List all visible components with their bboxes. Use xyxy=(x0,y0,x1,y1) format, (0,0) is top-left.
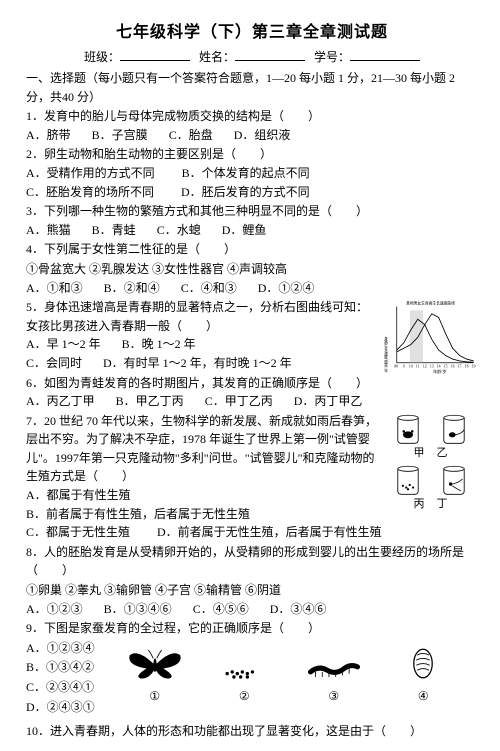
page-title: 七年级科学（下）第三章全章测试题 xyxy=(26,18,478,42)
stage-eggs-icon xyxy=(209,640,279,682)
id-label: 学号： xyxy=(314,50,350,64)
q9-A[interactable]: A．①②③④ xyxy=(26,641,95,655)
chart-series-female xyxy=(397,319,474,362)
q8-choices: ①卵巢 ②睾丸 ③输卵管 ④子宫 ⑤输精管 ⑥阴道 xyxy=(26,581,478,600)
q8-B[interactable]: B．①③④⑥ xyxy=(104,600,172,619)
q2-C[interactable]: C．胚胎发育的场所不同 xyxy=(26,183,154,202)
svg-text:13: 13 xyxy=(430,365,434,369)
svg-text:0: 0 xyxy=(394,365,396,369)
q7-C[interactable]: C．都属于无性生殖 xyxy=(26,523,130,542)
stage-larva-icon xyxy=(299,640,369,682)
stage-pupa-icon xyxy=(388,640,458,682)
chart-xticks: 8 9 10111213141516171819 0 xyxy=(394,365,476,369)
q9-stem: 9．下图是家蚕发育的全过程，它的正确顺序是（ ） xyxy=(26,619,478,638)
jar-jia-icon xyxy=(391,411,425,445)
stage-label-0: ① xyxy=(120,687,190,706)
svg-text:18: 18 xyxy=(465,365,469,369)
jar-label-0: 甲 xyxy=(414,445,425,462)
chart-series-male xyxy=(397,314,474,361)
growth-chart: 某地男女生身高生长速度曲线 身高生长速度/厘米·年 8 9 101112131415… xyxy=(383,299,478,380)
q3-B[interactable]: B．青蛙 xyxy=(92,221,136,240)
chart-shade xyxy=(410,310,423,363)
q6-D[interactable]: D．丙丁甲乙 xyxy=(294,392,363,411)
q6-C[interactable]: C．甲丁乙丙 xyxy=(205,392,273,411)
chart-ylabel: 身高生长速度/厘米·年 xyxy=(383,336,388,373)
q2-B[interactable]: B．个体发育的起点不同 xyxy=(182,164,310,183)
q5-C[interactable]: C．会同时 xyxy=(26,354,82,373)
q2-opts: A．受精作用的方式不同 B．个体发育的起点不同 xyxy=(26,164,478,183)
q1-B[interactable]: B．子宫膜 xyxy=(92,126,148,145)
class-label: 班级： xyxy=(84,50,120,64)
name-blank[interactable] xyxy=(235,48,305,61)
q5-B[interactable]: B．晚 1～2 年 xyxy=(122,335,196,354)
q10-stem: 10．进入青春期，人体的形态和功能都出现了显著变化，这是由于（ ） xyxy=(26,722,478,741)
q3-A[interactable]: A．熊猫 xyxy=(26,221,71,240)
svg-text:19: 19 xyxy=(472,365,476,369)
name-label: 姓名： xyxy=(199,50,235,64)
q7-A[interactable]: A．都属于有性生殖 xyxy=(26,486,131,505)
stage-label-1: ② xyxy=(209,687,279,706)
jar-bing-icon xyxy=(391,462,425,496)
svg-text:10: 10 xyxy=(409,365,413,369)
chart-title: 某地男女生身高生长速度曲线 xyxy=(406,301,455,306)
stage-label-3: ④ xyxy=(388,687,458,706)
q5-A[interactable]: A．早 1～2 年 xyxy=(26,335,101,354)
q2-D[interactable]: D．胚后发育的方式不同 xyxy=(181,183,310,202)
q9-B[interactable]: B．①③④② xyxy=(26,660,94,674)
q9-C[interactable]: C．②③④① xyxy=(26,680,94,694)
q8-opts: A．①②③ B．①③④⑥ C．④⑤⑥ D．③④⑥ xyxy=(26,600,478,619)
class-blank[interactable] xyxy=(120,48,190,61)
q4-C[interactable]: C．④和③ xyxy=(181,279,237,298)
q8-C[interactable]: C．④⑤⑥ xyxy=(193,600,249,619)
svg-text:8: 8 xyxy=(396,365,398,369)
section1-head: 一、选择题（每小题只有一个答案符合题意，1—20 每小题 1 分，21—30 每… xyxy=(26,69,478,106)
q1-D[interactable]: D．组织液 xyxy=(234,126,291,145)
jar-ding-icon xyxy=(437,462,471,496)
jar-label-2: 丙 xyxy=(414,496,425,513)
q4-stem: 4．下列属于女性第二性征的是（ ） xyxy=(26,240,478,259)
q1-stem: 1．发育中的胎儿与母体完成物质交换的结构是（ ） xyxy=(26,107,478,126)
q2-A[interactable]: A．受精作用的方式不同 xyxy=(26,164,155,183)
q6-opts: A．丙乙丁甲 B．甲乙丁丙 C．甲丁乙丙 D．丙丁甲乙 xyxy=(26,392,478,411)
frog-jars: 甲乙 丙丁 xyxy=(383,411,478,513)
svg-text:11: 11 xyxy=(416,365,420,369)
q3-stem: 3．下列哪一种生物的繁殖方式和其他三种明显不同的是（ ） xyxy=(26,202,478,221)
q7-D[interactable]: D．前者属于无性生殖，后者属于有性生殖 xyxy=(157,523,382,542)
jar-label-1: 乙 xyxy=(437,445,448,462)
q2-stem: 2．卵生动物和胎生动物的主要区别是（ ） xyxy=(26,145,478,164)
svg-text:15: 15 xyxy=(444,365,448,369)
q4-D[interactable]: D．①②④ xyxy=(258,279,315,298)
insect-stages: ① ② xyxy=(110,640,468,706)
q8-D[interactable]: D．③④⑥ xyxy=(270,600,327,619)
q9-D[interactable]: D．②④③① xyxy=(26,700,95,714)
q1-A[interactable]: A．脐带 xyxy=(26,126,71,145)
header-line: 班级： 姓名： 学号： xyxy=(26,48,478,65)
svg-text:9: 9 xyxy=(403,365,405,369)
q3-C[interactable]: C．水螅 xyxy=(157,221,201,240)
stage-label-2: ③ xyxy=(299,687,369,706)
q4-B[interactable]: B．②和④ xyxy=(104,279,160,298)
q8-A[interactable]: A．①②③ xyxy=(26,600,83,619)
jar-yi-icon xyxy=(437,411,471,445)
svg-text:12: 12 xyxy=(423,365,427,369)
jar-label-3: 丁 xyxy=(437,496,448,513)
svg-text:17: 17 xyxy=(458,365,462,369)
q3-D[interactable]: D．鲤鱼 xyxy=(222,221,267,240)
q6-B[interactable]: B．甲乙丁丙 xyxy=(116,392,184,411)
q4-choices: ①骨盆宽大 ②乳腺发达 ③女性性器官 ④声调较高 xyxy=(26,260,478,279)
svg-text:16: 16 xyxy=(451,365,455,369)
q4-A[interactable]: A．①和③ xyxy=(26,279,83,298)
q1-C[interactable]: C．胎盘 xyxy=(169,126,213,145)
q6-A[interactable]: A．丙乙丁甲 xyxy=(26,392,95,411)
q3-opts: A．熊猫 B．青蛙 C．水螅 D．鲤鱼 xyxy=(26,221,478,240)
stage-butterfly-icon xyxy=(120,640,190,682)
q1-opts: A．脐带 B．子宫膜 C．胎盘 D．组织液 xyxy=(26,126,478,145)
q5-D[interactable]: D．有时早 1～2 年，有时晚 1～2 年 xyxy=(103,354,292,373)
chart-xlabel: 年龄/岁 xyxy=(433,368,447,374)
id-blank[interactable] xyxy=(350,48,420,61)
q4-opts: A．①和③ B．②和④ C．④和③ D．①②④ xyxy=(26,279,478,298)
svg-text:14: 14 xyxy=(437,365,441,369)
q8-stem: 8．人的胚胎发育是从受精卵开始的，从受精卵的形成到婴儿的出生要经历的场所是（ ） xyxy=(26,543,478,580)
q7-B[interactable]: B．前者属于有性生殖，后者属于无性生殖 xyxy=(26,505,250,524)
